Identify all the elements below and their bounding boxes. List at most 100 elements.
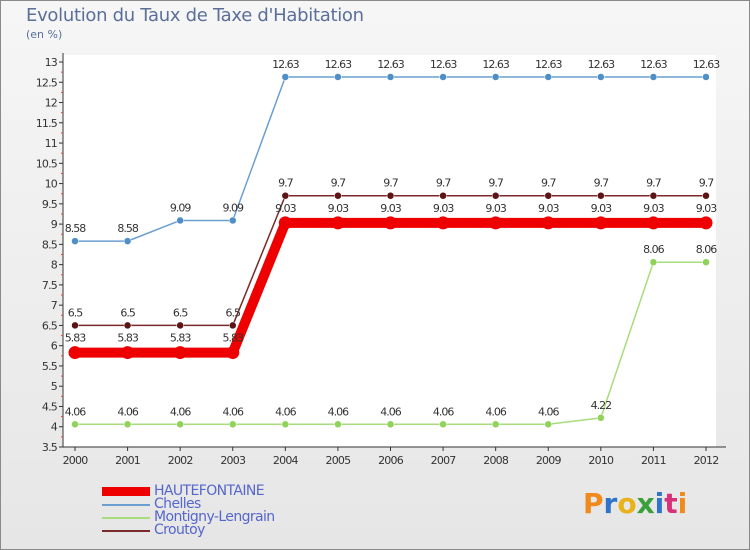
data-point: [491, 73, 500, 81]
legend-swatch: [102, 529, 150, 532]
data-point: [386, 73, 395, 81]
x-tick-label: 2002: [168, 454, 193, 467]
data-label: 6.5: [68, 306, 83, 319]
legend-label: Chelles: [154, 496, 201, 512]
data-label: 6.5: [226, 306, 241, 319]
data-label: 9.7: [541, 177, 556, 190]
x-tick-label: 2000: [63, 454, 89, 467]
data-point: [121, 346, 135, 360]
data-label: 4.22: [591, 399, 612, 412]
y-tick-label: 11: [45, 137, 57, 150]
x-tick-label: 2006: [378, 454, 404, 467]
data-label: 12.63: [693, 58, 720, 71]
data-point: [491, 420, 500, 429]
data-point: [123, 321, 132, 330]
data-point: [544, 73, 552, 81]
logo-letter: i: [654, 487, 665, 520]
data-point: [439, 73, 447, 81]
data-point: [544, 420, 552, 429]
y-tick-label: 4.5: [42, 400, 58, 413]
y-tick-label: 11.5: [36, 117, 58, 130]
data-label: 5.83: [117, 332, 138, 345]
data-label: 12.63: [482, 58, 509, 71]
data-point: [386, 420, 395, 429]
data-label: 9.03: [696, 202, 717, 215]
x-tick-label: 2012: [694, 454, 719, 467]
data-point: [702, 73, 710, 81]
data-point: [68, 346, 82, 360]
data-label: 12.63: [430, 58, 457, 71]
data-label: 9.7: [488, 177, 503, 190]
data-point: [649, 191, 658, 200]
data-point: [597, 191, 605, 200]
data-label: 4.06: [485, 405, 506, 418]
chart-subtitle: (en %): [26, 28, 63, 41]
data-label: 9.03: [591, 202, 612, 215]
data-label: 4.06: [380, 405, 401, 418]
data-label: 9.7: [383, 177, 398, 190]
data-point: [489, 216, 503, 230]
data-label: 4.06: [538, 405, 559, 418]
x-tick-label: 2004: [273, 454, 299, 467]
legend-label: HAUTEFONTAINE: [154, 483, 265, 499]
data-point: [281, 191, 290, 200]
data-point: [597, 73, 605, 81]
data-point: [334, 420, 342, 429]
data-point: [229, 321, 237, 330]
plot-area: [63, 55, 716, 447]
legend-swatch: [102, 503, 150, 506]
data-label: 12.63: [640, 58, 667, 71]
data-label: 12.63: [325, 58, 352, 71]
y-tick-label: 7: [51, 299, 58, 312]
y-tick-label: 13: [45, 56, 58, 69]
data-label: 9.03: [485, 202, 506, 215]
data-point: [439, 420, 447, 429]
data-label: 9.03: [643, 202, 664, 215]
legend-label: Montigny-Lengrain: [154, 509, 275, 525]
data-point: [71, 237, 79, 245]
legend-item: Chelles: [102, 496, 275, 512]
logo-letter: i: [677, 487, 688, 520]
data-point: [436, 216, 450, 230]
data-point: [594, 216, 608, 230]
y-tick-label: 10.5: [36, 157, 58, 170]
y-tick-label: 6: [51, 340, 58, 353]
y-tick-label: 12: [45, 97, 57, 110]
y-tick-label: 10: [45, 178, 58, 191]
proxiti-logo: Proxiti: [583, 487, 687, 520]
data-point: [699, 216, 713, 230]
data-point: [646, 216, 660, 230]
x-tick-label: 2009: [536, 454, 562, 467]
legend-item: HAUTEFONTAINE: [102, 483, 275, 499]
y-tick-label: 9.5: [42, 198, 58, 211]
data-label: 4.06: [433, 405, 454, 418]
data-label: 9.09: [223, 201, 244, 214]
data-point: [229, 216, 237, 225]
data-point: [176, 420, 184, 429]
data-label: 8.58: [65, 222, 86, 235]
x-tick-label: 2005: [326, 454, 352, 467]
data-label: 4.06: [117, 405, 138, 418]
logo-letter: P: [583, 487, 604, 520]
data-point: [71, 420, 79, 429]
legend-swatch: [102, 516, 150, 519]
y-tick-label: 7.5: [42, 279, 58, 292]
y-tick-label: 4: [51, 421, 58, 434]
y-tick-label: 5: [51, 380, 58, 393]
data-label: 5.83: [65, 332, 86, 345]
data-point: [702, 191, 710, 200]
data-label: 6.5: [173, 306, 188, 319]
data-label: 6.5: [120, 306, 135, 319]
data-label: 4.06: [275, 405, 296, 418]
data-label: 9.03: [328, 202, 349, 215]
data-label: 9.7: [594, 177, 609, 190]
data-label: 12.63: [535, 58, 562, 71]
y-tick-label: 9: [51, 218, 58, 231]
data-label: 9.03: [433, 202, 454, 215]
data-point: [541, 216, 555, 230]
chart-legend: HAUTEFONTAINE Chelles Montigny-Lengrain Cro…: [102, 483, 275, 537]
data-label: 12.63: [588, 58, 615, 71]
data-label: 12.63: [377, 58, 404, 71]
y-tick-label: 12.5: [36, 76, 58, 89]
